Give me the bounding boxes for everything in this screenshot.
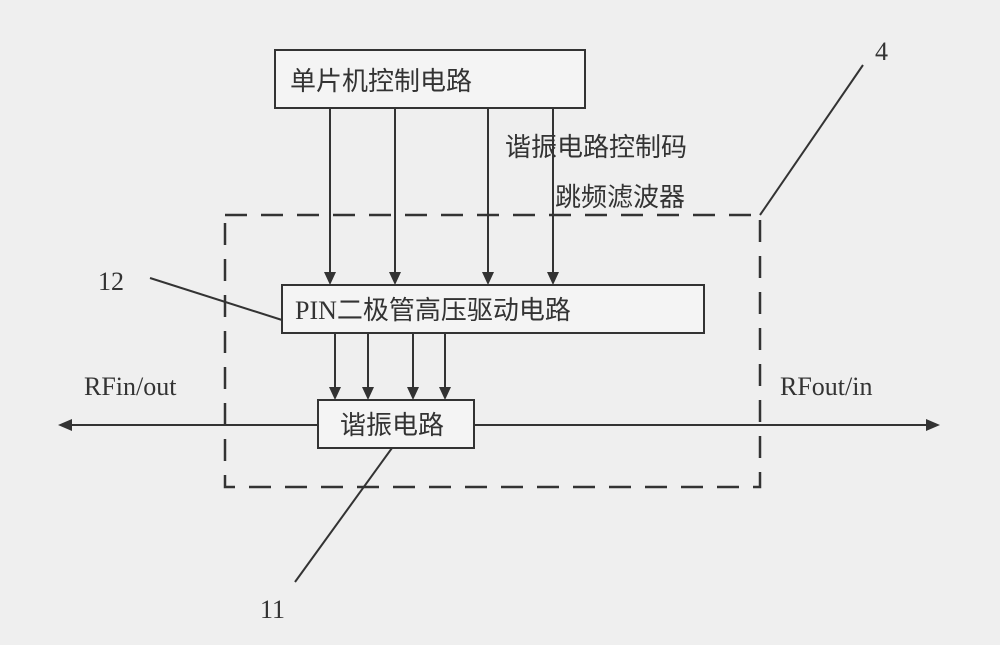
fh-filter-boundary	[225, 215, 760, 487]
rf-right-label: RFout/in	[780, 372, 872, 401]
fh-filter-label: 跳频滤波器	[555, 183, 685, 212]
resonant-label: 谐振电路	[340, 411, 444, 440]
lead-4-label: 4	[875, 37, 888, 66]
mcu-control-label: 单片机控制电路	[290, 67, 472, 96]
lead-4: 4	[760, 37, 888, 215]
lead-11: 11	[260, 448, 392, 624]
diagram-canvas: 单片机控制电路 PIN二极管高压驱动电路 谐振电路 谐振电路控制码 跳频滤波器	[0, 0, 1000, 645]
lead-11-label: 11	[260, 595, 285, 624]
pin-driver-label: PIN二极管高压驱动电路	[295, 296, 571, 325]
pin-driver-box: PIN二极管高压驱动电路	[282, 285, 704, 333]
rf-left-label: RFin/out	[84, 372, 177, 401]
resonant-box: 谐振电路	[318, 400, 474, 448]
mcu-control-box: 单片机控制电路	[275, 50, 585, 108]
rf-line	[58, 419, 940, 431]
control-code-label: 谐振电路控制码	[505, 133, 687, 162]
pin-to-res-arrows	[329, 333, 451, 400]
lead-12-label: 12	[98, 267, 124, 296]
lead-12: 12	[98, 267, 282, 320]
